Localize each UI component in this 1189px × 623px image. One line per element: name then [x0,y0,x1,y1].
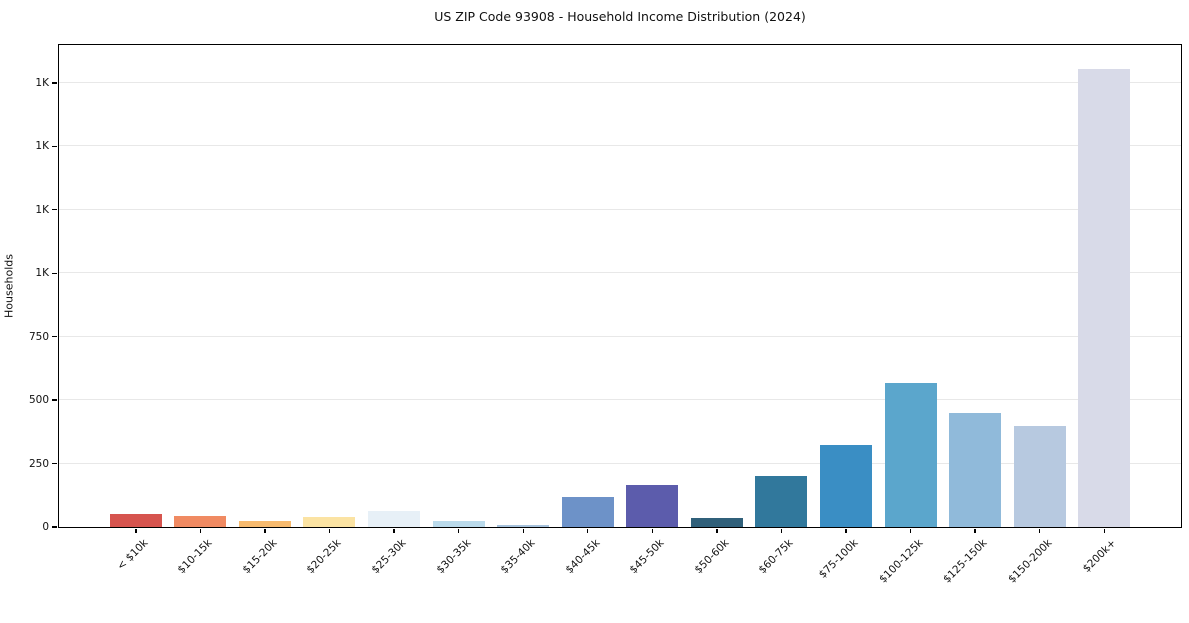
y-tick-label: 1K [35,267,49,280]
x-axis-tick [651,528,653,533]
x-axis-tick [587,528,589,533]
gridline [59,82,1181,84]
bar [949,412,1002,527]
bar [884,382,937,527]
y-axis-tick [52,209,57,211]
y-axis-tick [52,526,57,528]
bar [497,524,550,527]
y-axis-tick [52,335,57,338]
bar [1013,426,1066,527]
y-tick-label: 1K [35,203,49,216]
bar [819,444,872,527]
x-axis-tick [199,528,202,533]
y-axis-tick [52,272,57,274]
x-axis-tick [135,528,137,533]
x-axis-tick [1103,528,1105,533]
bar [626,484,679,527]
bar [368,510,421,527]
x-axis-tick [458,528,460,533]
bar [109,514,162,527]
y-tick-label: 1K [35,140,49,153]
bar [1078,68,1131,527]
chart-title: US ZIP Code 93908 - Household Income Dis… [434,9,806,24]
gridline [59,145,1181,147]
gridline [59,462,1181,464]
y-axis-tick [52,145,57,147]
gridline [59,399,1181,401]
x-axis-tick [909,528,912,533]
x-axis-tick [522,528,524,533]
x-axis-tick [328,528,331,533]
y-axis-label: Households [2,254,16,318]
gridline [59,335,1181,337]
x-axis-tick [780,528,783,533]
x-axis-tick [1039,528,1041,533]
x-axis-tick [974,528,976,533]
bar [561,496,614,527]
bar [690,518,743,527]
plot-area: 0 250 500 750 1K 1K 1K 1K < $10k $10-15k $15-20k $2… [29,45,1181,586]
bar [755,476,808,527]
y-axis-tick [52,82,57,84]
x-axis-tick [393,528,395,533]
x-axis-tick [716,528,718,533]
bar [238,521,291,527]
y-tick-label: 0 [42,521,49,533]
bar [432,521,485,527]
bar [174,515,227,527]
x-axis-tick [264,528,266,533]
y-tick-label: 750 [28,330,49,343]
y-tick-label: 1K [35,77,49,90]
gridline [59,208,1181,210]
bar [303,517,356,527]
y-tick-label: 250 [28,457,49,470]
gridline [59,272,1181,274]
income-distribution-chart: US ZIP Code 93908 - Household Income Dis… [2,9,1182,586]
y-axis-tick [52,462,57,465]
y-axis-tick [52,399,57,401]
x-axis-tick [845,528,847,533]
y-tick-label: 500 [28,394,49,407]
